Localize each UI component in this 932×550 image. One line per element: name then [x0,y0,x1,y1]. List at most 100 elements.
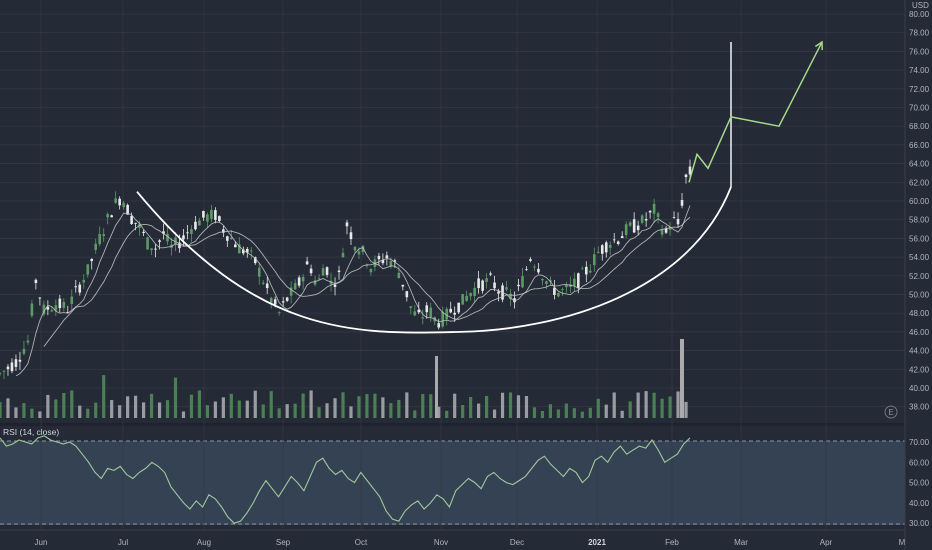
price-tick-label: 64.00 [909,160,930,169]
volume-bar [397,399,401,418]
volume-bar [373,393,377,418]
projection-path [688,41,823,183]
candle-body [321,268,325,276]
candle-body [226,236,229,241]
candle-body [612,239,616,241]
candle-body [640,215,644,223]
volume-bar [532,407,537,418]
candle-body [14,359,18,367]
candle-body [154,248,157,250]
candle-body [513,298,516,303]
volume-bar [680,339,684,418]
volume-bar [413,410,417,418]
candle-body [632,219,636,233]
time-tick-label: Aug [197,538,211,547]
candle-body [405,291,409,298]
event-marker[interactable]: E [884,405,898,419]
candle-body [381,259,385,264]
volume-bar [333,398,337,418]
volume-bar [660,398,664,418]
candle-body [461,294,464,305]
candle-body [652,203,656,214]
candle-body [469,293,472,297]
candle-body [38,297,42,299]
volume-bar [588,407,592,418]
volume-bar [285,404,289,418]
time-tick-label: Mar [734,538,748,547]
price-tick-label: 76.00 [909,47,930,56]
volume-bar [30,408,34,418]
candle-body [333,284,337,287]
candle-body [134,222,137,224]
candle-body [66,312,70,313]
price-tick-label: 46.00 [909,328,930,337]
candle-body [297,277,301,286]
volume-bar [445,410,449,418]
candle-body [573,278,576,286]
candle-body [2,370,6,372]
candle-body [238,244,241,254]
price-tick-label: 66.00 [909,141,930,150]
currency-label: USD [912,1,929,10]
volume-bar [548,404,553,418]
volume-bar [668,396,672,418]
candle-body [377,255,381,260]
candle-body [265,283,269,289]
time-tick-label: Dec [510,538,524,547]
candle-body [497,291,500,294]
candle-body [150,248,153,251]
candle-body [688,166,692,175]
candle-body [588,270,592,273]
candle-body [78,284,82,293]
drawings[interactable] [136,40,823,334]
price-tick-label: 38.00 [909,403,930,412]
candle-body [477,278,480,289]
candle-body [457,302,460,313]
candle-body [146,237,149,250]
volume-bar [564,403,568,418]
candle-body [74,286,78,288]
volume-bar [261,404,265,418]
candle-body [86,264,90,275]
candle-body [22,348,26,354]
candle-body [249,250,253,252]
volume-bar [405,392,409,418]
candle-body [305,261,309,265]
candle-body [656,213,660,218]
volume-bar [173,377,178,418]
rsi-label: RSI (14, close) [3,427,59,437]
candle-body [325,267,329,275]
volume-bar [556,409,560,418]
volume-bar [604,404,608,418]
volume-bar [500,392,505,418]
volume-bar [165,400,170,418]
candle-body [680,200,684,206]
price-tick-label: 50.00 [909,291,930,300]
candle-body [577,273,580,288]
volume-bar [317,407,321,418]
candle-body [429,307,433,317]
candle-body [54,305,58,311]
candle-body [604,242,608,253]
candle-body [222,229,225,233]
candle-body [401,284,405,287]
price-tick-label: 68.00 [909,122,930,131]
time-tick-label: Apr [820,538,833,547]
candle-body [10,362,14,372]
candle-body [533,266,536,268]
candle-body [425,305,429,313]
candle-body [672,217,676,218]
price-tick-label: 56.00 [909,234,930,243]
candle-body [485,278,488,282]
volume-bar [349,406,353,418]
volume-bar [157,402,162,418]
candle-body [541,278,544,281]
candle-body [517,284,520,287]
price-tick-label: 40.00 [909,384,930,393]
volume-bar [6,398,10,418]
candle-body [142,231,145,234]
candle-body [301,276,305,282]
candle-body [549,279,552,282]
